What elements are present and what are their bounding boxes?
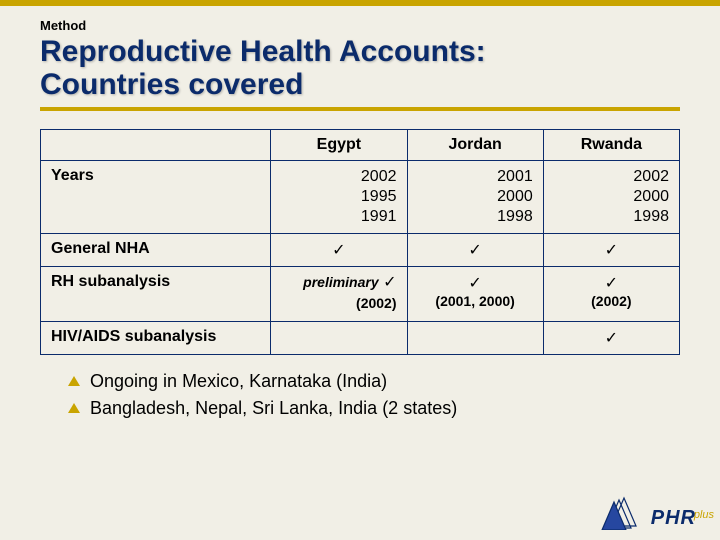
cell-rh-jordan: ✓ (2001, 2000) <box>407 267 543 322</box>
header-rwanda: Rwanda <box>543 130 679 161</box>
check-icon: ✓ <box>383 274 396 291</box>
cell-hiv-jordan <box>407 321 543 354</box>
title-line-2: Countries covered <box>40 68 303 101</box>
check-icon: ✓ <box>605 275 618 292</box>
check-icon: ✓ <box>468 275 481 292</box>
cell-hiv-egypt <box>271 321 407 354</box>
year: 2000 <box>497 188 533 205</box>
header-blank <box>41 130 271 161</box>
cell-rh-egypt: preliminary ✓ (2002) <box>271 267 407 322</box>
top-accent-bar <box>0 0 720 6</box>
preliminary-label: preliminary <box>303 274 378 290</box>
table-header-row: Egypt Jordan Rwanda <box>41 130 680 161</box>
rowhead-hiv: HIV/AIDS subanalysis <box>41 321 271 354</box>
bullet-item: Ongoing in Mexico, Karnataka (India) <box>68 371 680 392</box>
year: 2001 <box>497 168 533 185</box>
year: 1991 <box>361 208 397 225</box>
header-egypt: Egypt <box>271 130 407 161</box>
slide: Method Reproductive Health Accounts: Cou… <box>0 0 720 540</box>
logo-sub: plus <box>694 509 714 521</box>
year: 2002 <box>361 168 397 185</box>
year: 1998 <box>633 208 669 225</box>
title-underline <box>40 107 680 111</box>
cell-hiv-rwanda: ✓ <box>543 321 679 354</box>
logo-main: PHR <box>651 507 696 529</box>
bullet-text: Bangladesh, Nepal, Sri Lanka, India (2 s… <box>90 398 457 419</box>
row-general-nha: General NHA ✓ ✓ ✓ <box>41 234 680 267</box>
year: 1998 <box>497 208 533 225</box>
pyramid-icon <box>601 492 647 530</box>
bullet-list: Ongoing in Mexico, Karnataka (India) Ban… <box>68 371 680 419</box>
rh-year-paren: (2002) <box>591 293 631 309</box>
triangle-bullet-icon <box>68 376 80 386</box>
coverage-table: Egypt Jordan Rwanda Years 2002 1995 1991… <box>40 129 680 355</box>
row-rh-subanalysis: RH subanalysis preliminary ✓ (2002) ✓ (2… <box>41 267 680 322</box>
row-years: Years 2002 1995 1991 2001 2000 1998 2002… <box>41 161 680 234</box>
rh-year-paren: (2001, 2000) <box>435 293 514 309</box>
title-line-1: Reproductive Health Accounts: <box>40 35 486 68</box>
cell-rh-rwanda: ✓ (2002) <box>543 267 679 322</box>
cell-years-jordan: 2001 2000 1998 <box>407 161 543 234</box>
cell-years-egypt: 2002 1995 1991 <box>271 161 407 234</box>
rowhead-general-nha: General NHA <box>41 234 271 267</box>
triangle-bullet-icon <box>68 403 80 413</box>
section-overline: Method <box>40 18 680 33</box>
header-jordan: Jordan <box>407 130 543 161</box>
year: 2000 <box>633 188 669 205</box>
year: 2002 <box>633 168 669 185</box>
rh-year-paren: (2002) <box>356 295 396 311</box>
rowhead-years: Years <box>41 161 271 234</box>
bullet-text: Ongoing in Mexico, Karnataka (India) <box>90 371 387 392</box>
cell-nha-egypt: ✓ <box>271 234 407 267</box>
year: 1995 <box>361 188 397 205</box>
phrplus-logo: PHR plus <box>601 492 696 530</box>
logo-text: PHR plus <box>651 507 696 530</box>
row-hiv-aids: HIV/AIDS subanalysis ✓ <box>41 321 680 354</box>
slide-title: Reproductive Health Accounts: Countries … <box>40 35 680 101</box>
cell-years-rwanda: 2002 2000 1998 <box>543 161 679 234</box>
cell-nha-jordan: ✓ <box>407 234 543 267</box>
cell-nha-rwanda: ✓ <box>543 234 679 267</box>
rowhead-rh: RH subanalysis <box>41 267 271 322</box>
bullet-item: Bangladesh, Nepal, Sri Lanka, India (2 s… <box>68 398 680 419</box>
